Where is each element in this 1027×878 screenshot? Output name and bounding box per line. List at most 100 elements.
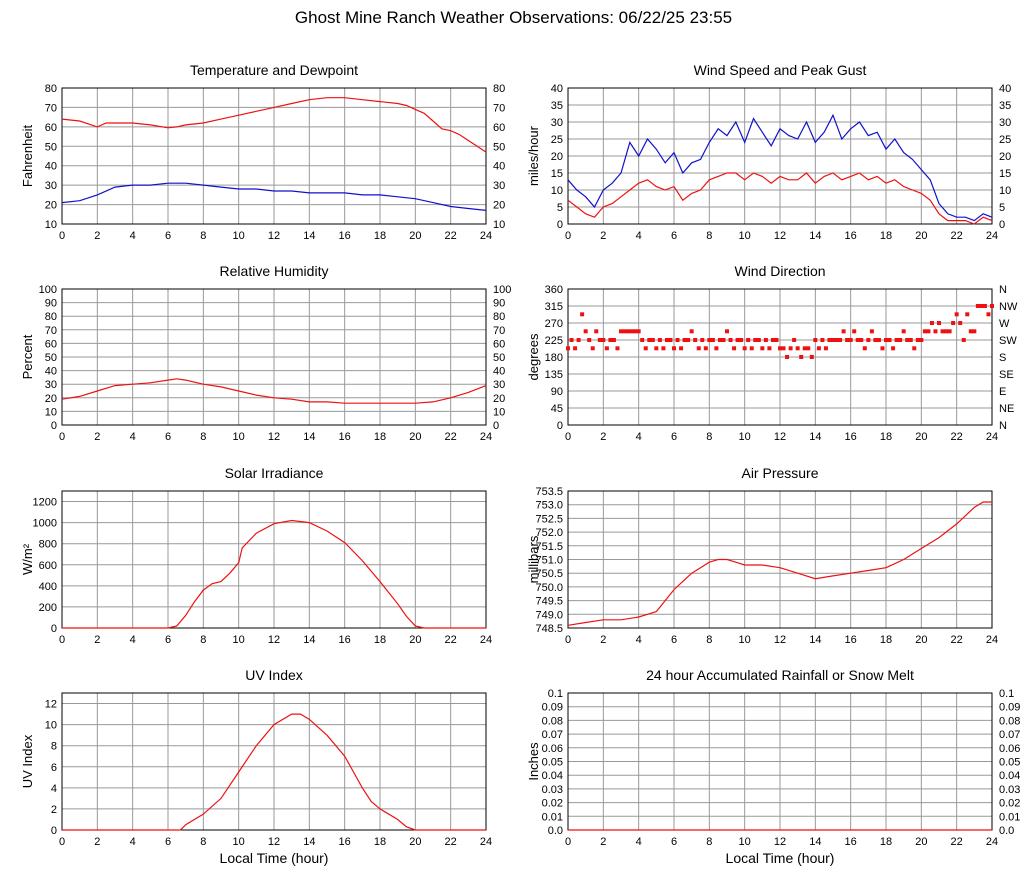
data-point (636, 329, 641, 334)
y-tick-label: 40 (551, 83, 563, 95)
data-point (739, 338, 744, 342)
x-tick-label: 0 (59, 634, 65, 646)
x-tick-label: 12 (268, 230, 280, 242)
plot-frame (567, 288, 993, 426)
data-point (619, 329, 623, 334)
x-tick-label: 8 (200, 230, 206, 242)
y-tick-label: 0.02 (542, 798, 563, 810)
y-tick-label: 315 (545, 301, 563, 313)
x-tick-label: 24 (986, 431, 998, 443)
x-tick-label: 14 (809, 836, 821, 848)
x-tick-label: 20 (409, 634, 421, 646)
data-point (968, 329, 973, 334)
right-tick-label: 5 (999, 202, 1005, 214)
y-tick-label: 8 (51, 741, 57, 753)
y-tick-label: 80 (45, 83, 57, 95)
data-point (778, 346, 782, 351)
chart-humidity: 0 2 4 6 8 10 12 14 16 18 20 22 240102030405060708090… (20, 263, 511, 443)
data-point (604, 346, 609, 351)
right-tick-label: 50 (493, 141, 505, 153)
y-tick-label: 45 (551, 403, 563, 415)
x-tick-label: 4 (130, 836, 136, 848)
x-tick-label: 10 (233, 431, 245, 443)
series-line-red (61, 97, 487, 153)
right-tick-label: 60 (493, 338, 505, 350)
x-tick-label: 10 (739, 230, 751, 242)
data-point (933, 329, 938, 334)
data-point (912, 346, 917, 351)
data-point (845, 338, 850, 342)
data-point (901, 329, 906, 334)
y-tick-label: 30 (45, 180, 57, 192)
right-tick-label: 20 (999, 151, 1011, 163)
x-tick-label: 6 (165, 634, 171, 646)
x-tick-label: 14 (303, 836, 315, 848)
right-tick-label: 40 (999, 83, 1011, 95)
data-point (986, 312, 991, 317)
y-axis-label: miles/hour (526, 125, 541, 186)
y-tick-label: 0.05 (542, 757, 563, 769)
data-point (679, 346, 684, 351)
right-tick-label: 30 (493, 379, 505, 391)
data-point (611, 338, 616, 342)
data-point (915, 338, 920, 342)
x-tick-label: 8 (706, 836, 712, 848)
data-point (664, 338, 669, 342)
data-point (954, 312, 959, 317)
data-point (626, 329, 631, 334)
right-tick-label: E (999, 386, 1006, 398)
right-tick-label: 0.02 (999, 798, 1020, 810)
y-tick-label: 80 (45, 311, 57, 323)
x-tick-label: 22 (951, 431, 963, 443)
y-tick-label: 20 (551, 151, 563, 163)
right-tick-label: 90 (493, 298, 505, 310)
y-tick-label: 0.06 (542, 743, 563, 755)
y-tick-label: 752.5 (535, 513, 563, 525)
x-tick-label: 12 (774, 836, 786, 848)
data-point (958, 321, 963, 325)
right-tick-label: N (999, 420, 1007, 432)
y-tick-label: 90 (45, 298, 57, 310)
data-point (947, 329, 952, 334)
y-tick-label: 90 (551, 386, 563, 398)
right-tick-label: 10 (493, 406, 505, 418)
y-tick-label: 748.5 (535, 623, 563, 635)
data-point (647, 338, 652, 342)
data-point (763, 338, 768, 342)
y-tick-label: 5 (557, 202, 563, 214)
x-tick-label: 6 (671, 836, 677, 848)
y-tick-label: 30 (45, 379, 57, 391)
data-point (749, 346, 754, 351)
x-tick-label: 6 (165, 431, 171, 443)
x-tick-label: 22 (445, 230, 457, 242)
data-point (873, 338, 878, 342)
x-tick-label: 14 (303, 634, 315, 646)
x-tick-label: 4 (636, 431, 642, 443)
page-title: Ghost Mine Ranch Weather Observations: 0… (294, 8, 733, 27)
x-tick-label: 2 (94, 431, 100, 443)
x-tick-label: 18 (880, 431, 892, 443)
y-tick-label: 50 (45, 352, 57, 364)
x-tick-label: 18 (374, 431, 386, 443)
data-point (838, 338, 843, 342)
right-tick-label: 40 (493, 366, 505, 378)
y-axis-label: Inches (526, 742, 541, 781)
x-tick-label: 6 (165, 230, 171, 242)
y-tick-label: 749.0 (535, 609, 563, 621)
right-tick-label: 10 (999, 185, 1011, 197)
x-tick-label: 10 (233, 836, 245, 848)
y-tick-label: 70 (45, 325, 57, 337)
right-tick-label: 50 (493, 352, 505, 364)
data-point (622, 329, 627, 334)
x-tick-label: 16 (845, 836, 857, 848)
x-tick-label: 22 (951, 634, 963, 646)
y-tick-label: 10 (45, 406, 57, 418)
y-axis-label: Fahrenheit (20, 125, 35, 188)
data-point (823, 346, 828, 351)
right-tick-label: 0.0 (999, 825, 1014, 837)
series-line-red (62, 519, 486, 629)
plot-frame (567, 490, 993, 629)
x-tick-label: 12 (774, 634, 786, 646)
